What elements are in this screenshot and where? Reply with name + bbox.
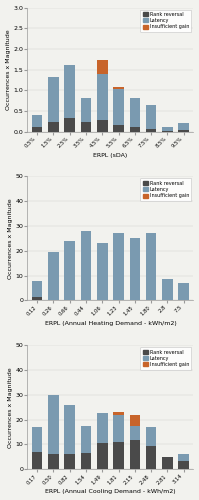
Bar <box>178 124 189 130</box>
X-axis label: ERPL (Annual Cooling Demand - kWh/m2): ERPL (Annual Cooling Demand - kWh/m2) <box>45 490 176 494</box>
Legend: Rank reversal, Latency, Insufficient gain: Rank reversal, Latency, Insufficient gai… <box>140 347 191 370</box>
Bar <box>113 125 124 132</box>
Bar <box>130 98 140 126</box>
Bar <box>48 395 59 454</box>
Bar <box>130 126 140 132</box>
Bar <box>178 130 189 132</box>
Bar <box>81 453 91 469</box>
Bar <box>178 283 189 300</box>
Bar <box>162 457 173 469</box>
Bar <box>113 442 124 469</box>
Bar <box>146 130 156 132</box>
Bar <box>178 460 189 469</box>
Bar <box>32 427 42 452</box>
Bar <box>64 118 75 132</box>
Bar <box>113 234 124 300</box>
Bar <box>146 427 156 446</box>
Bar <box>113 88 124 90</box>
Bar <box>64 405 75 454</box>
Bar <box>146 446 156 469</box>
Bar <box>113 412 124 414</box>
Bar <box>178 454 189 460</box>
Bar <box>48 122 59 132</box>
Bar <box>32 296 42 300</box>
Bar <box>146 234 156 300</box>
Bar <box>48 77 59 122</box>
Bar <box>64 66 75 118</box>
Bar <box>97 60 108 74</box>
X-axis label: ERPL (sDA): ERPL (sDA) <box>93 153 128 158</box>
Bar <box>130 238 140 300</box>
Bar <box>32 452 42 469</box>
Bar <box>146 106 156 130</box>
Bar <box>130 414 140 426</box>
Bar <box>64 454 75 469</box>
Legend: Rank reversal, Latency, Insufficient gain: Rank reversal, Latency, Insufficient gai… <box>140 10 191 32</box>
Bar <box>48 454 59 469</box>
Y-axis label: Occurrences x Magnitude: Occurrences x Magnitude <box>8 198 13 278</box>
Bar <box>64 241 75 300</box>
Bar <box>81 426 91 453</box>
Bar <box>162 128 173 130</box>
Bar <box>81 231 91 300</box>
Bar <box>32 128 42 132</box>
Bar <box>81 122 91 132</box>
Bar <box>130 426 140 440</box>
Bar <box>162 280 173 300</box>
Bar <box>130 440 140 470</box>
Bar <box>48 252 59 300</box>
Bar <box>97 244 108 300</box>
Bar <box>97 414 108 443</box>
Legend: Rank reversal, Latency, Insufficient gain: Rank reversal, Latency, Insufficient gai… <box>140 178 191 201</box>
Bar <box>32 280 42 296</box>
Bar <box>32 115 42 128</box>
Bar <box>97 74 108 120</box>
Bar <box>97 443 108 469</box>
Bar <box>113 90 124 125</box>
X-axis label: ERPL (Annual Heating Demand - kWh/m2): ERPL (Annual Heating Demand - kWh/m2) <box>45 320 176 326</box>
Bar <box>113 414 124 442</box>
Bar <box>162 130 173 132</box>
Bar <box>81 98 91 122</box>
Y-axis label: Occurrences x Magnitude: Occurrences x Magnitude <box>8 367 13 448</box>
Y-axis label: Occurrences x Magnitude: Occurrences x Magnitude <box>6 29 11 110</box>
Bar <box>97 120 108 132</box>
